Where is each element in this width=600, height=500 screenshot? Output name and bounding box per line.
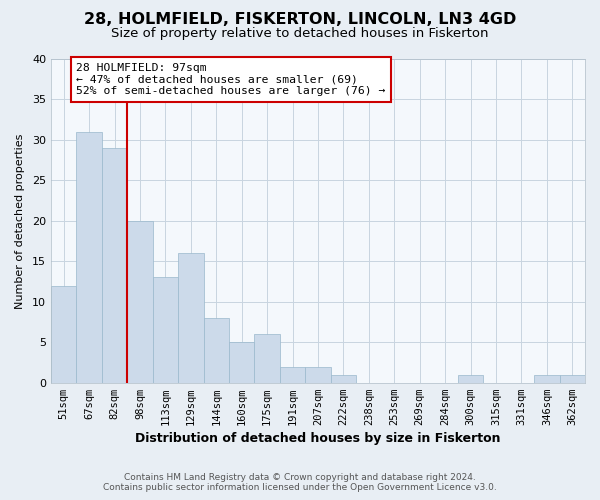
Bar: [76, 132, 102, 382]
Text: Size of property relative to detached houses in Fiskerton: Size of property relative to detached ho…: [111, 28, 489, 40]
Bar: [331, 374, 356, 382]
Bar: [280, 366, 305, 382]
Bar: [178, 253, 203, 382]
Bar: [102, 148, 127, 382]
Y-axis label: Number of detached properties: Number of detached properties: [15, 133, 25, 308]
Bar: [127, 221, 152, 382]
Bar: [305, 366, 331, 382]
Bar: [458, 374, 483, 382]
Bar: [229, 342, 254, 382]
Bar: [254, 334, 280, 382]
Bar: [203, 318, 229, 382]
Text: 28 HOLMFIELD: 97sqm
← 47% of detached houses are smaller (69)
52% of semi-detach: 28 HOLMFIELD: 97sqm ← 47% of detached ho…: [76, 63, 386, 96]
X-axis label: Distribution of detached houses by size in Fiskerton: Distribution of detached houses by size …: [135, 432, 501, 445]
Text: 28, HOLMFIELD, FISKERTON, LINCOLN, LN3 4GD: 28, HOLMFIELD, FISKERTON, LINCOLN, LN3 4…: [84, 12, 516, 28]
Bar: [51, 286, 76, 382]
Bar: [152, 278, 178, 382]
Bar: [534, 374, 560, 382]
Bar: [560, 374, 585, 382]
Text: Contains HM Land Registry data © Crown copyright and database right 2024.
Contai: Contains HM Land Registry data © Crown c…: [103, 473, 497, 492]
